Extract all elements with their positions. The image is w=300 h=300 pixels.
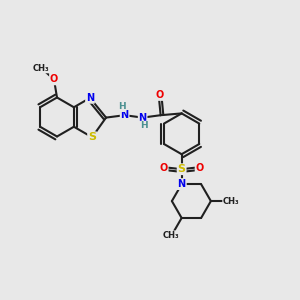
Text: O: O xyxy=(155,90,163,100)
Text: N: N xyxy=(86,93,94,103)
Text: CH₃: CH₃ xyxy=(33,64,50,73)
Text: S: S xyxy=(88,132,96,142)
Text: N: N xyxy=(178,179,186,189)
Text: O: O xyxy=(50,74,58,85)
Text: H: H xyxy=(118,102,125,111)
Text: N: N xyxy=(121,110,129,120)
Text: CH₃: CH₃ xyxy=(223,196,240,206)
Text: O: O xyxy=(160,163,168,173)
Text: O: O xyxy=(196,163,204,173)
Text: H: H xyxy=(140,122,148,130)
Text: S: S xyxy=(178,164,186,174)
Text: N: N xyxy=(139,112,147,123)
Text: N: N xyxy=(178,179,186,189)
Text: CH₃: CH₃ xyxy=(163,231,180,240)
